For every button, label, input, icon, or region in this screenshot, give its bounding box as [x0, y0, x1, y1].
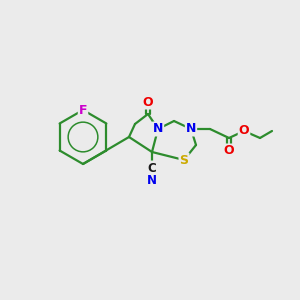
Text: F: F [79, 103, 87, 116]
Text: N: N [153, 122, 163, 136]
Text: O: O [239, 124, 249, 137]
Text: N: N [186, 122, 196, 136]
Text: O: O [224, 145, 234, 158]
Text: S: S [179, 154, 188, 166]
Text: O: O [143, 95, 153, 109]
Text: N: N [147, 175, 157, 188]
Text: C: C [148, 161, 156, 175]
